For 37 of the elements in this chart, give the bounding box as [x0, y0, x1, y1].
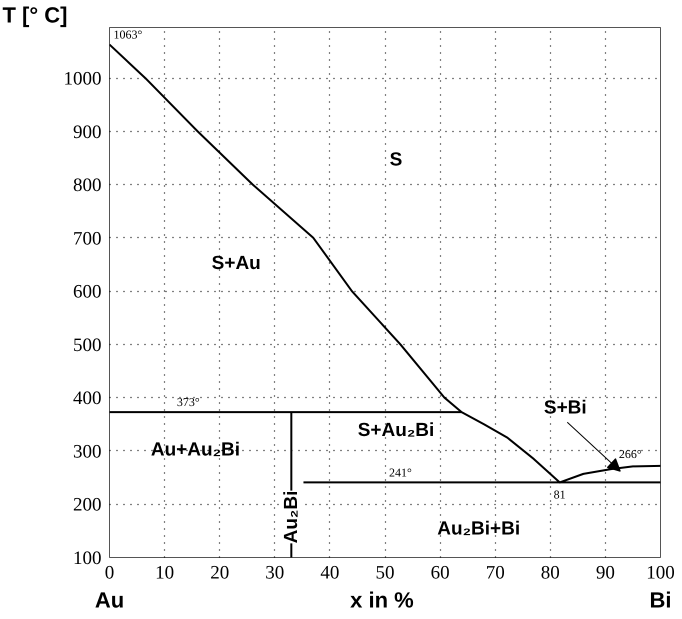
x-tick-label: 30: [265, 562, 284, 584]
annotation: S: [390, 150, 402, 170]
y-tick-label: 900: [73, 122, 102, 143]
x-axis-title: x in %: [350, 588, 414, 612]
y-tick-label: 600: [73, 282, 102, 303]
annotation: 266°: [618, 447, 642, 462]
y-tick-label: 400: [73, 388, 102, 410]
y-tick-label: 1000: [64, 68, 102, 90]
annotation: Au₂Bi+Bi: [437, 518, 520, 540]
y-axis-title: T [° C]: [2, 2, 68, 28]
x-tick-label: 70: [486, 562, 505, 584]
x-tick-label: 10: [155, 562, 174, 584]
annotation: 81: [554, 487, 566, 502]
x-tick-label: 40: [320, 562, 340, 584]
annotation: Au₂Bi: [280, 490, 302, 544]
annotation: S+Au: [212, 252, 261, 274]
x-tick-label: 80: [540, 562, 560, 584]
y-tick-label: 200: [73, 494, 102, 516]
x-tick-label: 90: [596, 562, 615, 584]
x-tick-label: 60: [430, 562, 450, 584]
x-tick-label: 20: [210, 562, 230, 584]
text: Bi: [650, 588, 672, 612]
x-tick-label: 50: [376, 562, 394, 584]
y-tick-label: 100: [73, 548, 102, 569]
y-tick-label: 300: [73, 441, 102, 462]
y-tick-label: 800: [73, 175, 102, 196]
annotation: 373°: [176, 395, 200, 410]
x-tick-label: 100: [646, 562, 675, 584]
annotation: S+Au₂Bi: [358, 420, 434, 441]
y-tick-label: 700: [73, 228, 102, 250]
text: Au: [94, 588, 124, 612]
annotation: Au+Au₂Bi: [150, 439, 240, 460]
annotation: S+Bi: [544, 398, 587, 419]
annotation: 241°: [389, 465, 412, 480]
y-tick-label: 500: [73, 334, 102, 356]
x-tick-label: 0: [104, 562, 114, 584]
annotation: 1063°: [114, 28, 142, 42]
